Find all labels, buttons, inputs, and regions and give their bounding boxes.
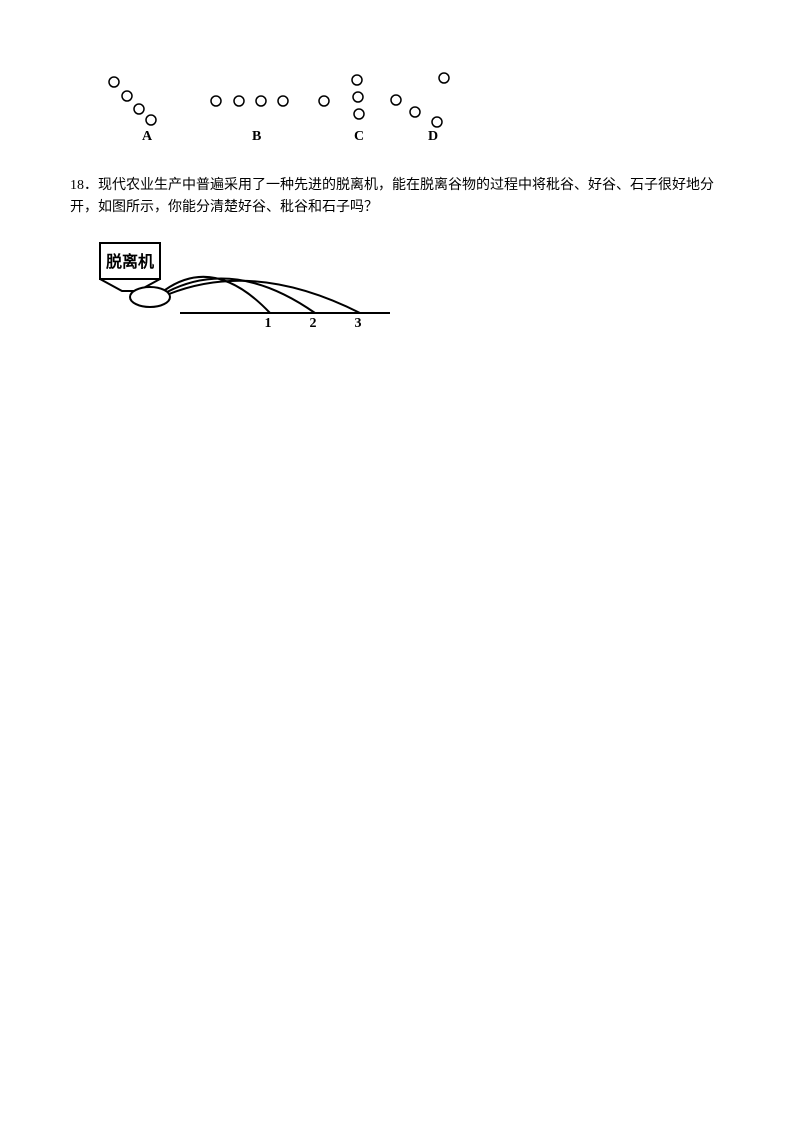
figure-thresher-container: 脱离机 1 2 3 [90, 235, 730, 340]
figure-thresher-svg: 脱离机 1 2 3 [90, 235, 410, 335]
choice-circle [391, 95, 401, 105]
choice-circle [146, 115, 156, 125]
choice-circle [439, 73, 449, 83]
question-number: 18 [70, 178, 84, 193]
landing-label-3: 3 [355, 316, 362, 331]
choice-label-c: C [354, 129, 364, 144]
question-body: 现代农业生产中普遍采用了一种先进的脱离机，能在脱离谷物的过程中将秕谷、好谷、石子… [70, 178, 714, 215]
choice-circle [234, 96, 244, 106]
choice-label-d: D [428, 129, 438, 144]
choice-circle [352, 75, 362, 85]
choice-circle [211, 96, 221, 106]
choice-circle [353, 92, 363, 102]
figure-choices-container: A B C D [70, 70, 730, 155]
choice-circle [109, 77, 119, 87]
thresher-box-label: 脱离机 [106, 252, 154, 271]
figure-abcd-svg: A B C D [70, 70, 490, 150]
choice-label-a: A [142, 129, 153, 144]
thresher-outlet-ellipse [130, 287, 170, 307]
choice-circle [319, 96, 329, 106]
choice-circle [410, 107, 420, 117]
choice-circle [122, 91, 132, 101]
choice-circle [134, 104, 144, 114]
choice-circle [256, 96, 266, 106]
choice-label-b: B [252, 129, 261, 144]
landing-label-1: 1 [265, 316, 272, 331]
choice-circle [432, 117, 442, 127]
trajectory-2 [167, 279, 315, 313]
question-text-block: 18．现代农业生产中普遍采用了一种先进的脱离机，能在脱离谷物的过程中将秕谷、好谷… [70, 175, 730, 219]
choice-circle [354, 109, 364, 119]
landing-label-2: 2 [310, 316, 317, 331]
choice-circle [278, 96, 288, 106]
